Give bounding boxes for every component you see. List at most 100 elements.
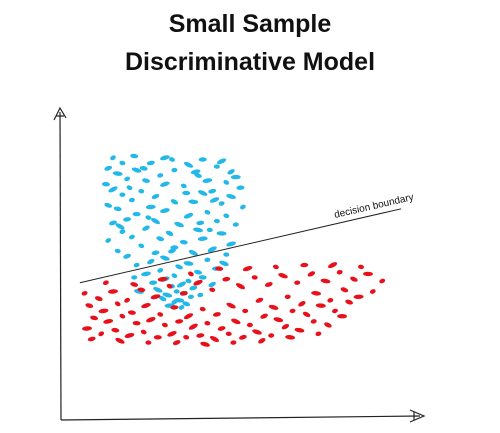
red-point: [157, 312, 164, 317]
decision-boundary-line: [79, 208, 402, 284]
red-point: [209, 335, 220, 343]
data-points: [81, 153, 386, 347]
red-point: [209, 287, 216, 293]
blue-point: [130, 153, 139, 159]
blue-point: [171, 273, 178, 279]
red-point: [124, 297, 130, 303]
red-point: [260, 313, 268, 319]
red-point: [212, 312, 221, 317]
red-point: [311, 291, 322, 296]
red-point: [302, 311, 311, 318]
blue-point: [145, 215, 152, 220]
blue-point: [119, 229, 126, 234]
red-point: [98, 308, 109, 314]
red-point: [337, 313, 348, 319]
blue-point: [112, 171, 123, 176]
blue-point: [138, 188, 145, 194]
red-point: [166, 283, 173, 289]
red-point: [320, 278, 331, 284]
blue-point: [170, 199, 179, 205]
blue-point: [202, 178, 213, 183]
y-axis-arrow-icon: [53, 106, 67, 121]
red-point: [345, 299, 353, 305]
red-point: [230, 340, 237, 345]
blue-point: [157, 268, 164, 273]
blue-point: [216, 158, 227, 165]
red-point: [82, 326, 92, 331]
blue-point: [146, 160, 155, 166]
red-point: [307, 271, 316, 277]
blue-point: [198, 275, 207, 280]
blue-point: [160, 255, 170, 261]
blue-point: [183, 213, 194, 219]
red-point: [350, 276, 358, 282]
blue-point: [206, 227, 213, 233]
blue-point: [119, 160, 126, 166]
red-point: [108, 289, 118, 294]
red-point: [369, 289, 376, 294]
red-point: [217, 326, 226, 331]
red-point: [278, 273, 288, 279]
red-point: [153, 335, 162, 340]
red-point: [324, 322, 332, 328]
blue-point: [226, 241, 236, 247]
blue-point: [169, 157, 175, 162]
blue-point: [197, 236, 208, 241]
blue-point: [175, 264, 183, 270]
blue-point: [236, 185, 245, 190]
red-point: [111, 327, 120, 333]
blue-point: [113, 206, 122, 212]
blue-point: [198, 157, 207, 162]
red-point: [340, 287, 349, 293]
blue-point: [104, 165, 113, 171]
blue-point: [232, 222, 239, 227]
axes: [53, 106, 426, 423]
blue-point: [101, 181, 110, 187]
blue-point: [115, 223, 125, 230]
blue-point: [194, 269, 202, 275]
red-point: [239, 334, 247, 340]
blue-point: [131, 167, 142, 173]
red-point: [289, 308, 296, 314]
x-axis-line: [60, 415, 421, 421]
red-point: [255, 297, 264, 303]
blue-point: [119, 192, 126, 197]
blue-point: [160, 181, 170, 187]
blue-point: [158, 295, 167, 302]
blue-point: [179, 239, 188, 245]
red-point: [130, 282, 139, 287]
red-point: [141, 303, 151, 309]
blue-point: [142, 225, 150, 231]
blue-point: [174, 221, 184, 228]
blue-point: [151, 250, 160, 256]
red-point: [124, 333, 135, 338]
blue-point: [188, 199, 199, 205]
blue-point: [194, 172, 202, 178]
blue-point: [193, 227, 203, 233]
red-point: [258, 338, 266, 344]
blue-point: [218, 201, 225, 206]
red-point: [183, 335, 190, 340]
red-point: [196, 333, 205, 338]
blue-point: [196, 220, 205, 226]
blue-point: [114, 248, 121, 254]
blue-point: [145, 204, 156, 210]
red-point: [215, 266, 224, 271]
red-point: [242, 266, 253, 272]
red-point: [310, 319, 317, 324]
blue-point: [189, 285, 198, 291]
red-point: [336, 269, 343, 275]
red-point: [204, 320, 211, 326]
red-point: [315, 331, 322, 337]
red-point: [264, 282, 273, 287]
red-point: [281, 324, 290, 330]
red-point: [140, 329, 147, 335]
red-point: [226, 302, 236, 309]
blue-point: [209, 197, 220, 203]
red-point: [328, 262, 338, 269]
red-point: [199, 306, 206, 312]
blue-point: [188, 249, 198, 256]
blue-point: [207, 246, 217, 253]
blue-point: [123, 253, 131, 259]
